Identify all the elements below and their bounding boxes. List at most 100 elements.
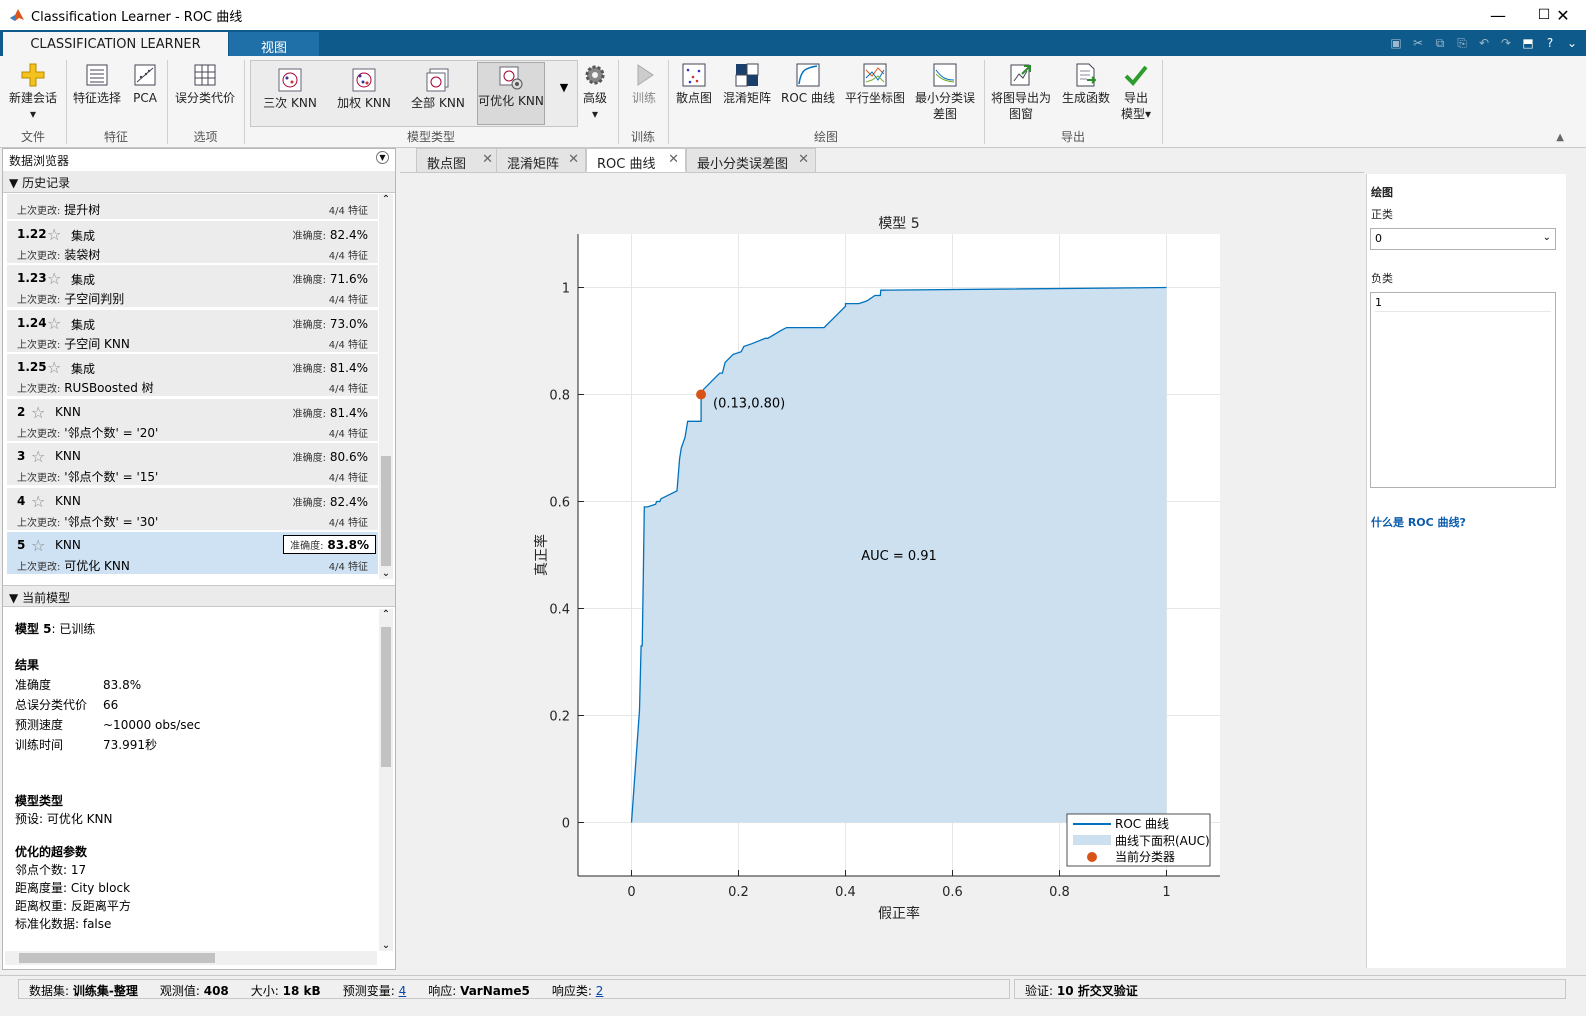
model-details-scroll-thumb[interactable] <box>381 627 391 767</box>
tab-view[interactable]: 视图 <box>229 32 319 56</box>
feature-selection-button[interactable]: 特征选择 <box>70 60 124 106</box>
minimize-button[interactable]: — <box>1490 5 1506 25</box>
history-item[interactable]: 5 ☆ KNN 准确度: 83.8% 上次更改: 可优化 KNN 4/4 特征 <box>7 532 378 575</box>
copy-icon[interactable]: ⧉ <box>1435 35 1445 50</box>
horizontal-scroll-thumb[interactable] <box>19 953 215 963</box>
observations-label: 观测值: <box>159 984 200 998</box>
history-item[interactable]: 1.24 ☆ 集成 准确度: 73.0% 上次更改: 子空间 KNN 4/4 特征 <box>7 310 378 353</box>
favorite-star-icon[interactable]: ☆ <box>31 536 46 555</box>
negative-class-item[interactable]: 1 <box>1375 296 1551 312</box>
scatter-plot-button[interactable]: 散点图 <box>672 60 716 106</box>
optimizable-knn-icon <box>499 66 523 90</box>
history-item[interactable]: 3 ☆ KNN 准确度: 80.6% 上次更改: '邻点个数' = '15' 4/4 特征 <box>7 443 378 486</box>
gallery-expand-chevron-icon[interactable]: ▼ <box>559 81 569 94</box>
history-section-header[interactable]: ▼ 历史记录 <box>3 171 395 193</box>
ribbon-group-plots: 绘图 <box>813 130 838 144</box>
model-details-vertical-scrollbar[interactable]: ⌃ ⌄ <box>379 609 393 951</box>
gallery-item-label: 可优化 KNN <box>478 94 544 108</box>
gallery-item-weighted-knn[interactable]: 加权 KNN <box>329 65 399 111</box>
x-axis-label: 假正率 <box>878 905 920 922</box>
parallel-coordinates-button[interactable]: 平行坐标图 <box>842 60 908 106</box>
new-session-button[interactable]: 新建会话 ▾ <box>4 60 62 122</box>
predictors-link[interactable]: 4 <box>398 984 407 998</box>
close-tab-icon[interactable]: ✕ <box>568 152 579 167</box>
undo-icon[interactable]: ↶ <box>1478 36 1490 50</box>
expand-icon[interactable]: ⌄ <box>1566 36 1578 50</box>
scroll-up-icon[interactable]: ⌃ <box>381 609 391 620</box>
positive-class-select[interactable]: 0 ⌄ <box>1370 228 1556 250</box>
pca-button[interactable]: PCA <box>128 60 162 106</box>
switch-windows-icon[interactable]: ⬒ <box>1522 36 1534 50</box>
feature-count: 4/4 特征 <box>328 384 368 395</box>
tab-confusion-matrix[interactable]: 混淆矩阵 ✕ <box>496 148 586 172</box>
tab-scatter-plot[interactable]: 散点图 ✕ <box>416 148 500 172</box>
redo-icon[interactable]: ↷ <box>1500 36 1512 50</box>
favorite-star-icon[interactable]: ☆ <box>31 403 46 422</box>
close-button[interactable]: ✕ <box>1556 5 1570 25</box>
negative-class-list[interactable]: 1 <box>1370 292 1556 488</box>
history-scroll-thumb[interactable] <box>381 456 391 566</box>
advanced-button[interactable]: 高级 ▾ <box>580 60 610 122</box>
model-details-horizontal-scrollbar[interactable] <box>5 951 377 965</box>
gallery-item-all-knn[interactable]: 全部 KNN <box>403 65 473 111</box>
history-item[interactable]: 2 ☆ KNN 准确度: 81.4% 上次更改: '邻点个数' = '20' 4/4 特征 <box>7 399 378 442</box>
generate-function-button[interactable]: 生成函数 <box>1058 60 1114 106</box>
export-figure-icon <box>1010 64 1031 86</box>
history-title: 历史记录 <box>22 176 71 190</box>
collapse-ribbon-icon[interactable]: ▲ <box>1556 132 1564 143</box>
model-number: 1.24 <box>17 316 47 330</box>
help-icon[interactable]: ? <box>1546 36 1554 50</box>
accuracy: 准确度: 83.8% <box>283 535 376 554</box>
data-browser-header: 数据浏览器 ▼ <box>3 149 395 171</box>
train-button[interactable]: 训练 <box>624 60 664 106</box>
favorite-star-icon[interactable]: ☆ <box>47 269 62 288</box>
history-item[interactable]: 1.25 ☆ 集成 准确度: 81.4% 上次更改: RUSBoosted 树 4/4 特… <box>7 354 378 397</box>
favorite-star-icon[interactable]: ☆ <box>47 314 62 333</box>
feature-count: 4/4 特征 <box>328 340 368 351</box>
scroll-down-icon[interactable]: ⌄ <box>381 568 391 579</box>
misclassification-cost-button[interactable]: 误分类代价 <box>172 60 238 106</box>
cut-icon[interactable]: ✂ <box>1412 36 1424 50</box>
gallery-item-cubic-knn[interactable]: 三次 KNN <box>255 65 325 111</box>
paste-icon[interactable]: ⎘ <box>1457 35 1467 50</box>
history-item[interactable]: 1.23 ☆ 集成 准确度: 71.6% 上次更改: 子空间判别 4/4 特征 <box>7 265 378 308</box>
tab-min-classification-error[interactable]: 最小分类误差图 ✕ <box>686 148 816 172</box>
scroll-up-icon[interactable]: ⌃ <box>381 194 391 205</box>
history-item[interactable]: 4 ☆ KNN 准确度: 82.4% 上次更改: '邻点个数' = '30' 4/4 特征 <box>7 488 378 531</box>
model-status: : 已训练 <box>51 622 96 636</box>
last-change: 上次更改: '邻点个数' = '30' <box>17 513 158 530</box>
confusion-matrix-button[interactable]: 混淆矩阵 <box>720 60 774 106</box>
scroll-down-icon[interactable]: ⌄ <box>381 940 391 951</box>
close-tab-icon[interactable]: ✕ <box>668 152 679 167</box>
history-item[interactable]: 1.22 ☆ 集成 准确度: 82.4% 上次更改: 装袋树 4/4 特征 <box>7 221 378 264</box>
save-icon[interactable]: ▣ <box>1390 36 1402 50</box>
accuracy: 准确度: 80.6% <box>293 449 368 464</box>
response-classes-link[interactable]: 2 <box>595 984 604 998</box>
close-tab-icon[interactable]: ✕ <box>798 152 809 167</box>
min-classification-error-button[interactable]: 最小分类误 差图 <box>912 60 978 122</box>
maximize-button[interactable]: ☐ <box>1537 7 1551 23</box>
parallel-coordinates-label: 平行坐标图 <box>844 91 905 105</box>
response-label: 响应: <box>428 984 457 998</box>
close-tab-icon[interactable]: ✕ <box>482 152 493 167</box>
panel-options-icon[interactable]: ▼ <box>376 151 389 164</box>
export-figure-button[interactable]: 将图导出为 图窗 <box>988 60 1054 122</box>
roc-help-link[interactable]: 什么是 ROC 曲线? <box>1371 516 1466 529</box>
favorite-star-icon[interactable]: ☆ <box>31 447 46 466</box>
x-tick-label: 0.8 <box>1049 885 1070 900</box>
export-model-button[interactable]: 导出 模型▾ <box>1116 60 1156 122</box>
gallery-item-optimizable-knn[interactable]: 可优化 KNN <box>477 62 545 125</box>
history-scrollbar[interactable]: ⌃ ⌄ <box>379 194 393 579</box>
roc-curve-button[interactable]: ROC 曲线 <box>778 60 838 106</box>
export-model-label-2: 模型 <box>1120 107 1145 121</box>
current-model-section-header[interactable]: ▼ 当前模型 <box>3 585 395 607</box>
favorite-star-icon[interactable]: ☆ <box>47 358 62 377</box>
favorite-star-icon[interactable]: ☆ <box>31 492 46 511</box>
accuracy-label: 准确度: <box>292 453 327 464</box>
history-item[interactable]: 上次更改: 提升树 4/4 特征 <box>7 194 378 220</box>
plot-tabs: 散点图 ✕ 混淆矩阵 ✕ ROC 曲线 ✕ 最小分类误差图 ✕ <box>400 148 1566 172</box>
tab-classification-learner[interactable]: CLASSIFICATION LEARNER <box>3 32 228 56</box>
history-list: 上次更改: 提升树 4/4 特征 1.22 ☆ 集成 准确度: 82.4% 上次更改: 装袋… <box>3 194 395 579</box>
favorite-star-icon[interactable]: ☆ <box>47 225 62 244</box>
tab-roc-curve[interactable]: ROC 曲线 ✕ <box>586 148 686 172</box>
